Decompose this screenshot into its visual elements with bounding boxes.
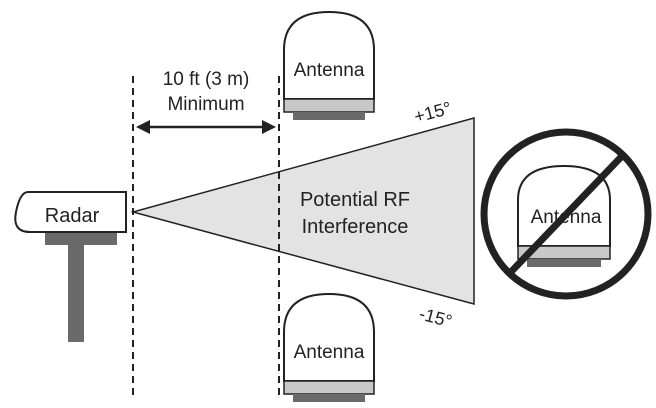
antenna-band bbox=[283, 98, 375, 113]
antenna-top-label: Antenna bbox=[294, 60, 365, 81]
distance-arrow bbox=[136, 120, 276, 134]
antenna-dome bbox=[283, 10, 375, 100]
angle-lower-label: -15° bbox=[417, 304, 454, 332]
radar-post bbox=[68, 244, 84, 342]
antenna-dome bbox=[517, 164, 611, 247]
radar bbox=[14, 191, 127, 342]
antenna-bottom-label: Antenna bbox=[294, 342, 365, 363]
interference-zone bbox=[130, 117, 475, 305]
distance-label-line2: Minimum bbox=[167, 94, 244, 115]
antenna-bottom bbox=[283, 292, 375, 402]
interference-label-line2: Interference bbox=[302, 216, 409, 238]
antenna-base bbox=[527, 259, 601, 267]
radar-housing bbox=[14, 191, 127, 233]
distance-label-line1: 10 ft (3 m) bbox=[163, 69, 250, 90]
prohibited-slash bbox=[505, 152, 626, 278]
interference-label-line1: Potential RF bbox=[300, 189, 410, 211]
prohibited-antenna: Antenna bbox=[480, 128, 652, 300]
antenna-dome bbox=[283, 292, 375, 382]
radar-base bbox=[45, 233, 117, 245]
antenna-base bbox=[293, 112, 365, 120]
antenna-band bbox=[283, 380, 375, 395]
antenna-top bbox=[283, 10, 375, 120]
radar-label: Radar bbox=[45, 205, 100, 227]
angle-upper-label: +15° bbox=[412, 98, 454, 127]
antenna-base bbox=[293, 394, 365, 402]
